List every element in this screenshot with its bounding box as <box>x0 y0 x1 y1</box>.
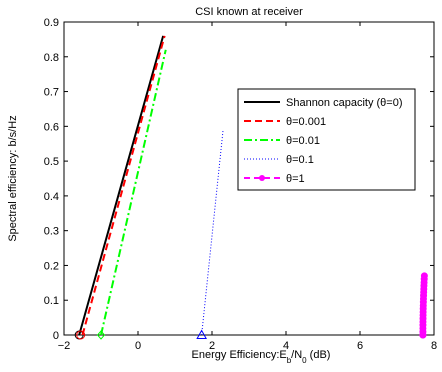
y-axis-label: Spectral efficiency: b/s/Hz <box>7 115 19 241</box>
legend: Shannon capacity (θ=0) θ=0.001 θ=0.01 θ=0.1… <box>237 88 416 191</box>
series-0 <box>74 35 165 340</box>
y-tick-label: 0.7 <box>44 87 59 99</box>
axis-ticks: −2 0 2 4 6 800.10.20.30.40.50.60.70.80.9 <box>44 17 437 352</box>
x-label-sub2: 0 <box>302 356 307 365</box>
x-tick-label: 4 <box>283 340 289 352</box>
legend-entry-label: Shannon capacity (θ=0) <box>286 97 403 109</box>
series-marker <box>76 330 86 340</box>
x-tick-label: 2 <box>209 340 215 352</box>
series-1 <box>76 35 166 340</box>
x-label-mid: /N <box>291 349 302 361</box>
x-tick-label: 0 <box>135 340 141 352</box>
legend-entry-label: θ=0.001 <box>286 116 326 128</box>
legend-entry-label: θ=0.01 <box>286 135 320 147</box>
y-tick-label: 0.1 <box>44 295 59 307</box>
legend-entry-label: θ=1 <box>286 173 305 185</box>
y-tick-label: 0.4 <box>44 191 59 203</box>
series-layer <box>74 35 428 340</box>
x-axis-label: Energy Efficiency:Eb/N0 (dB) <box>192 349 331 365</box>
y-tick-label: 0.5 <box>44 156 59 168</box>
series-marker <box>96 330 106 340</box>
y-tick-label: 0.3 <box>44 226 59 238</box>
y-tick-label: 0.2 <box>44 260 59 272</box>
x-label-main: Energy Efficiency:E <box>192 349 287 361</box>
x-label-sub1: b <box>287 356 292 365</box>
series-2 <box>96 49 167 340</box>
legend-marker <box>259 175 265 181</box>
y-tick-label: 0 <box>53 330 59 342</box>
x-tick-label: 8 <box>431 340 437 352</box>
legend-entry-label: θ=0.1 <box>286 154 314 166</box>
x-label-tail: (dB) <box>307 349 331 361</box>
y-tick-label: 0.6 <box>44 121 59 133</box>
series-marker <box>419 331 427 339</box>
series-4 <box>419 272 428 339</box>
y-tick-label: 0.8 <box>44 52 59 64</box>
plot-frame <box>63 21 435 336</box>
series-marker <box>196 329 207 339</box>
series-point <box>420 272 428 280</box>
series-line <box>201 129 224 336</box>
series-line <box>100 49 167 336</box>
y-tick-label: 0.9 <box>44 17 59 29</box>
x-tick-label: −2 <box>58 340 71 352</box>
x-tick-label: 6 <box>357 340 363 352</box>
series-3 <box>196 129 224 339</box>
chart-title: CSI known at receiver <box>195 6 303 18</box>
series-line <box>78 35 165 336</box>
series-line <box>81 35 166 336</box>
